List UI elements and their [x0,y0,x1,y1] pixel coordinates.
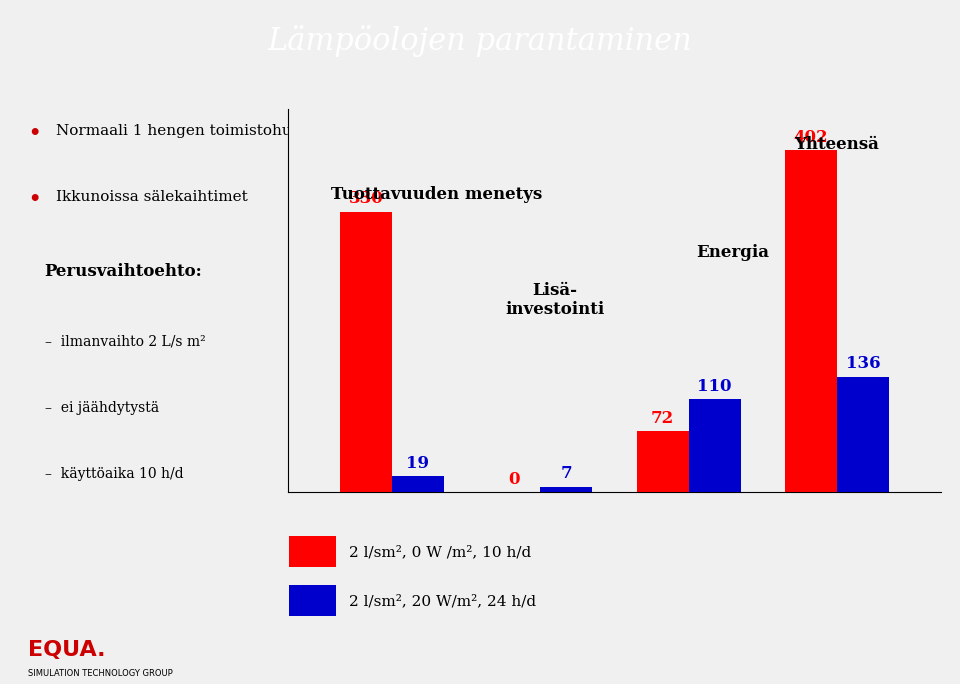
Text: •: • [28,190,40,209]
Y-axis label: €/a,
hlö: €/a, hlö [0,282,17,319]
Text: Perusvaihtoehto:: Perusvaihtoehto: [44,263,203,280]
Bar [688,399,740,492]
Text: –  jäähdytys 20 W/ m²: – jäähdytys 20 W/ m² [306,401,458,415]
Text: 402: 402 [794,129,828,146]
Text: EQUA.: EQUA. [28,640,106,660]
Text: •: • [28,124,40,143]
Text: –  käyttöaika 24 h/d: – käyttöaika 24 h/d [306,467,444,482]
Bar [837,377,889,492]
Bar [289,585,336,616]
Text: 136: 136 [846,356,880,373]
Text: Lisä-
investointi: Lisä- investointi [505,282,605,319]
Bar [340,211,392,492]
Text: Lämpöolojen parantaminen: Lämpöolojen parantaminen [268,25,692,57]
Text: 330: 330 [348,190,383,207]
Text: SIMULATION TECHNOLOGY GROUP: SIMULATION TECHNOLOGY GROUP [28,669,173,678]
Text: Korjattu tapaus:: Korjattu tapaus: [306,263,459,280]
Text: Yhteensä: Yhteensä [795,136,879,153]
Text: 2 l/sm², 20 W/m², 24 h/d: 2 l/sm², 20 W/m², 24 h/d [349,594,537,608]
Bar [289,536,336,566]
Bar [540,486,592,492]
Text: Ikkunoissa sälekaihtimet: Ikkunoissa sälekaihtimet [56,190,248,205]
Text: –  ei jäähdytystä: – ei jäähdytystä [44,401,158,415]
Text: 72: 72 [651,410,674,427]
Text: 7: 7 [561,465,572,482]
Bar [392,476,444,492]
Text: 110: 110 [697,378,732,395]
Text: Normaali 1 hengen toimistohuone etelään: Normaali 1 hengen toimistohuone etelään [56,124,381,138]
Bar [636,431,688,492]
Text: 19: 19 [406,455,429,472]
Text: Tuottavuuden menetys: Tuottavuuden menetys [331,186,542,203]
Bar [785,150,837,492]
Text: –  ilmanvaihto 2 L/s m²: – ilmanvaihto 2 L/s m² [44,335,205,349]
Text: Energia: Energia [697,244,770,261]
Text: 2 l/sm², 0 W /m², 10 h/d: 2 l/sm², 0 W /m², 10 h/d [349,545,532,559]
Text: –  käyttöaika 10 h/d: – käyttöaika 10 h/d [44,467,183,482]
Text: 0: 0 [509,471,520,488]
Text: –  ilmanvaihto 2 L/s m²: – ilmanvaihto 2 L/s m² [306,335,467,349]
